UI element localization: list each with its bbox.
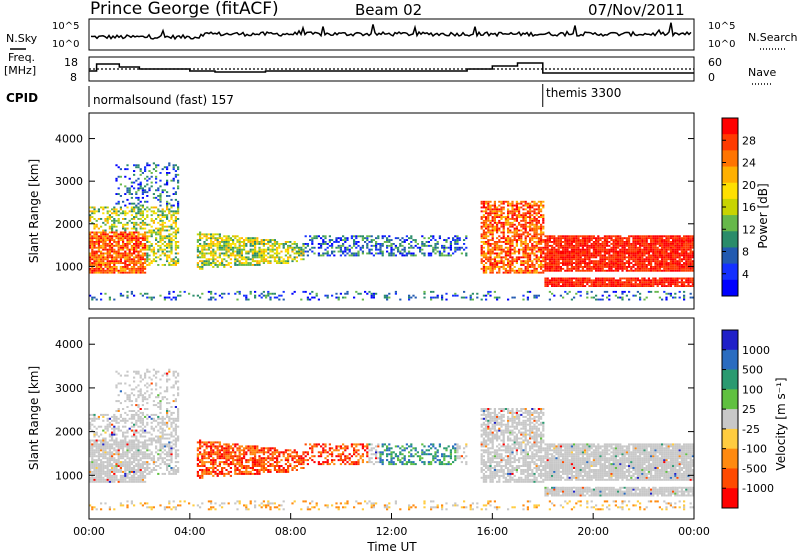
nave-tick-low: 0 bbox=[708, 71, 715, 84]
nsky-tick-low: 10^0 bbox=[52, 39, 79, 50]
colorbar-swatch bbox=[722, 279, 738, 297]
station-title: Prince George (fitACF) bbox=[90, 0, 279, 19]
colorbar-frame bbox=[721, 329, 739, 509]
colorbar-swatch bbox=[722, 231, 738, 248]
freq-tick-low: 8 bbox=[70, 71, 77, 84]
x-tick-label: 12:00 bbox=[376, 525, 408, 538]
x-tick-label: 00:00 bbox=[73, 525, 105, 538]
colorbar-tick-label: 8 bbox=[742, 246, 749, 259]
colorbar-tick-label: 28 bbox=[742, 134, 756, 147]
colorbar-swatch bbox=[722, 369, 738, 390]
colorbar-swatch bbox=[722, 389, 738, 410]
nsky-tick-high: 10^5 bbox=[52, 21, 79, 32]
y-tick-label: 3000 bbox=[55, 382, 83, 395]
colorbar-swatch bbox=[722, 448, 738, 469]
nave-label: Nave bbox=[748, 66, 776, 79]
velocity-colorbar-label: Velocity [m s⁻¹] bbox=[774, 377, 788, 470]
colorbar-swatch bbox=[722, 166, 738, 184]
colorbar-swatch bbox=[722, 247, 738, 265]
noise-panel bbox=[88, 18, 695, 51]
colorbar-tick-label: 25 bbox=[742, 403, 756, 416]
colorbar-tick-label: -500 bbox=[742, 462, 767, 475]
freq-trace bbox=[89, 62, 694, 74]
colorbar-tick-label: -25 bbox=[742, 423, 760, 436]
y-tick-label: 4000 bbox=[55, 338, 83, 351]
power-y-ticks: 1000 2000 3000 4000 bbox=[55, 133, 694, 273]
colorbar-tick-label: 1000 bbox=[742, 344, 770, 357]
colorbar-swatch bbox=[722, 428, 738, 450]
cpid-label: CPID bbox=[6, 91, 38, 105]
x-tick-label: 20:00 bbox=[577, 525, 609, 538]
y-tick-label: 4000 bbox=[55, 133, 83, 146]
nsearch-label: N.Search bbox=[748, 31, 798, 44]
colorbar-swatch bbox=[722, 182, 738, 200]
colorbar-swatch bbox=[722, 409, 738, 430]
colorbar-tick-label: 20 bbox=[742, 179, 756, 192]
y-tick-label: 1000 bbox=[55, 469, 83, 482]
colorbar-swatch bbox=[722, 488, 738, 509]
colorbar-tick-label: -1000 bbox=[742, 482, 774, 495]
time-xlabel: Time UT bbox=[366, 540, 417, 554]
colorbar-swatch bbox=[722, 468, 738, 489]
colorbar-tick-label: 4 bbox=[742, 268, 749, 281]
beam-label: Beam 02 bbox=[355, 1, 422, 19]
freq-unit-label: [MHz] bbox=[4, 64, 36, 77]
velocity-heatmap bbox=[89, 368, 694, 511]
x-tick-label: 08:00 bbox=[275, 525, 307, 538]
cpid-segment-1: normalsound (fast) 157 bbox=[93, 93, 234, 107]
colorbar-swatch bbox=[722, 215, 738, 232]
power-heatmap bbox=[89, 162, 694, 301]
x-tick-label: 04:00 bbox=[174, 525, 206, 538]
nsearch-tick-low: 10^0 bbox=[708, 39, 735, 50]
colorbar-tick-label: 16 bbox=[742, 201, 756, 214]
y-tick-label: 3000 bbox=[55, 175, 83, 188]
x-tick-label: 00:00 bbox=[678, 525, 710, 538]
power-colorbar-label: Power [dB] bbox=[756, 183, 770, 248]
colorbar-tick-label: 100 bbox=[742, 383, 763, 396]
colorbar-swatch bbox=[722, 134, 738, 151]
date-label: 07/Nov/2011 bbox=[588, 1, 685, 19]
colorbar-swatch bbox=[722, 349, 738, 371]
velocity-x-ticks: 00:00 04:00 08:00 12:00 16:00 20:00 00:00 bbox=[73, 513, 710, 538]
velocity-colorbar: 1000 500 100 25 -25 -100 -500 -1000 bbox=[721, 329, 774, 509]
velocity-y-ticks: 1000 2000 3000 4000 bbox=[55, 338, 694, 482]
velocity-ylabel: Slant Range [km] bbox=[27, 366, 41, 470]
nave-tick-high: 60 bbox=[708, 56, 722, 69]
freq-tick-high: 18 bbox=[64, 56, 78, 69]
power-ylabel: Slant Range [km] bbox=[27, 159, 41, 263]
noise-trace bbox=[90, 22, 692, 41]
colorbar-swatch bbox=[722, 118, 738, 135]
colorbar-tick-label: 12 bbox=[742, 223, 756, 236]
x-tick-label: 16:00 bbox=[476, 525, 508, 538]
colorbar-swatch bbox=[722, 198, 738, 216]
power-colorbar: 28 24 20 16 12 8 4 bbox=[721, 117, 756, 297]
colorbar-tick-label: -100 bbox=[742, 443, 767, 456]
colorbar-tick-label: 500 bbox=[742, 364, 763, 377]
colorbar-swatch bbox=[722, 263, 738, 281]
nsearch-tick-high: 10^5 bbox=[708, 21, 735, 32]
y-tick-label: 2000 bbox=[55, 218, 83, 231]
freq-label: Freq. bbox=[8, 51, 35, 64]
nsky-label: N.Sky bbox=[6, 32, 38, 45]
y-tick-label: 1000 bbox=[55, 260, 83, 273]
colorbar-swatch bbox=[722, 150, 738, 168]
colorbar-tick-label: 24 bbox=[742, 157, 756, 170]
colorbar-swatch bbox=[722, 330, 738, 351]
power-panel-frame bbox=[88, 112, 695, 310]
y-tick-label: 2000 bbox=[55, 426, 83, 439]
cpid-segment-2: themis 3300 bbox=[546, 86, 621, 100]
